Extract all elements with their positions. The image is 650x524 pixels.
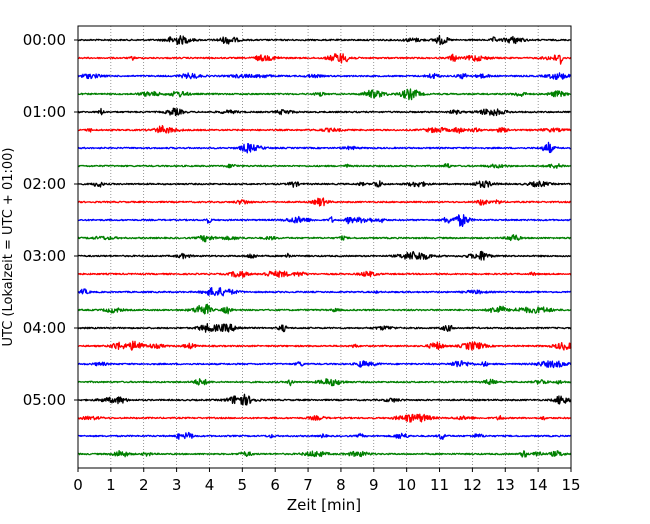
x-tick-label: 10 [397,476,416,494]
y-tick-label: 05:00 [23,391,66,409]
y-axis-label: UTC (Lokalzeit = UTC + 01:00) [1,148,16,347]
trace-line [77,163,572,169]
x-tick-label: 3 [172,476,182,494]
x-tick-label: 6 [270,476,280,494]
trace-line [77,413,572,423]
trace-line [77,34,572,46]
trace-line [77,360,572,369]
y-axis: 00:00 01:00 02:00 03:00 04:00 05:00 [23,31,78,409]
x-tick-label: 15 [561,476,580,494]
x-axis-label: Zeit [min] [287,496,361,514]
x-tick-label: 2 [139,476,149,494]
trace-line [77,287,572,297]
trace-line [77,180,572,189]
x-tick-label: 8 [336,476,346,494]
plot-frame [77,25,572,469]
x-tick-label: 7 [303,476,313,494]
x-axis: 0 1 2 3 4 5 6 7 8 9 10 11 12 13 14 15 [73,468,581,494]
trace-line [77,72,572,81]
x-tick-label: 12 [463,476,482,494]
trace-line [77,141,572,154]
x-tick-label: 4 [205,476,215,494]
x-tick-label: 13 [496,476,515,494]
y-tick-label: 02:00 [23,175,66,193]
trace-line [77,303,572,315]
trace-line [77,124,572,134]
trace-line [77,270,572,278]
y-tick-label: 04:00 [23,319,66,337]
y-tick-label: 01:00 [23,103,66,121]
trace-line [77,214,572,228]
trace-line [77,393,572,406]
trace-line [77,107,572,117]
x-tick-label: 14 [529,476,548,494]
trace-line [77,323,572,333]
y-tick-label: 00:00 [23,31,66,49]
trace-line [77,197,572,207]
trace-line [77,378,572,387]
trace-line [77,250,572,261]
trace-line [77,340,572,351]
x-tick-label: 1 [106,476,116,494]
traces-group [77,34,572,458]
trace-line [77,431,572,441]
y-tick-label: 03:00 [23,247,66,265]
trace-line [77,449,572,458]
trace-line [77,53,572,65]
x-tick-label: 9 [369,476,379,494]
trace-line [77,88,572,101]
x-tick-label: 11 [430,476,449,494]
trace-line [77,234,572,243]
x-tick-label: 5 [238,476,248,494]
x-tick-label: 0 [73,476,83,494]
